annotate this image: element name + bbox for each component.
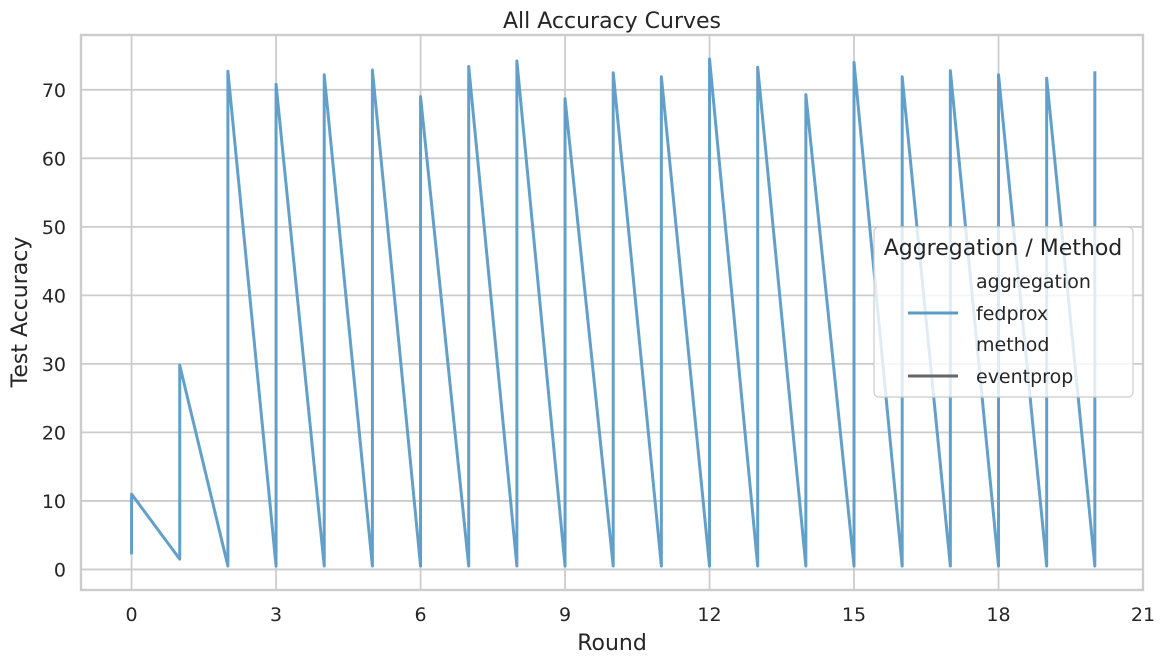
series-line — [130, 57, 1097, 568]
y-tick-label: 30 — [42, 354, 66, 376]
legend-label-eventprop: eventprop — [976, 366, 1073, 388]
legend-box — [873, 226, 1134, 398]
series-fedprox — [130, 57, 1097, 568]
legend-label-aggregation: aggregation — [976, 271, 1091, 293]
y-tick-label: 60 — [42, 148, 66, 170]
x-tick-label: 6 — [415, 604, 427, 626]
series-layer — [130, 57, 1097, 568]
y-tick-label: 50 — [42, 217, 66, 239]
y-tick-label: 40 — [42, 285, 66, 307]
y-tick-label: 70 — [42, 80, 66, 102]
x-tick-labels: 0 3 6 9 12 15 18 21 — [126, 604, 1156, 626]
y-tick-labels: 0 10 20 30 40 50 60 70 — [42, 80, 66, 582]
legend-label-method: method — [976, 334, 1049, 356]
y-tick-label: 20 — [42, 422, 66, 444]
y-tick-label: 10 — [42, 491, 66, 513]
x-tick-label: 9 — [559, 604, 571, 626]
x-tick-label: 18 — [986, 604, 1010, 626]
plot-frame — [79, 33, 1145, 592]
chart-title: All Accuracy Curves — [503, 9, 721, 34]
x-tick-label: 12 — [697, 604, 721, 626]
legend-title: Aggregation / Method — [884, 236, 1123, 261]
x-axis-title: Round — [577, 631, 647, 656]
x-tick-label: 15 — [842, 604, 866, 626]
y-tick-label: 0 — [54, 559, 66, 581]
x-tick-label: 3 — [270, 604, 282, 626]
legend-entries: aggregation fedprox method eventprop — [908, 271, 1091, 388]
x-tick-label: 0 — [126, 604, 138, 626]
y-axis-title: Test Accuracy — [8, 237, 33, 389]
legend: Aggregation / Method aggregation fedprox m… — [873, 226, 1134, 398]
legend-label-fedprox: fedprox — [976, 303, 1048, 325]
x-tick-label: 21 — [1131, 604, 1155, 626]
